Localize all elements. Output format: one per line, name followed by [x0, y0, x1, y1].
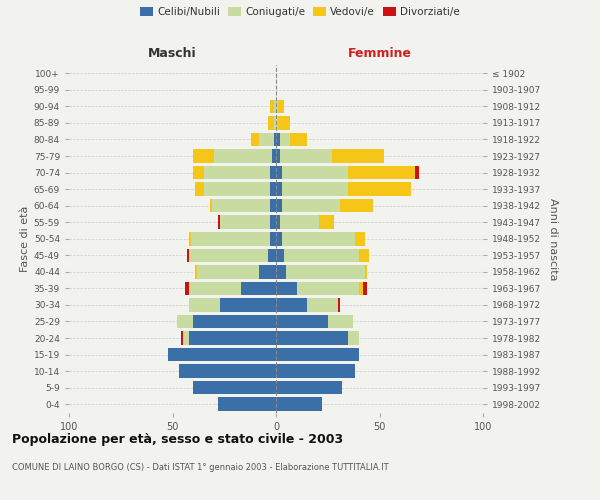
- Bar: [268, 116, 274, 130]
- Bar: [280, 149, 332, 163]
- Bar: [276, 282, 296, 295]
- Bar: [282, 232, 355, 245]
- Text: Popolazione per età, sesso e stato civile - 2003: Popolazione per età, sesso e stato civil…: [12, 432, 343, 446]
- Bar: [185, 282, 189, 295]
- Bar: [241, 282, 276, 295]
- Bar: [276, 116, 278, 130]
- Bar: [203, 182, 270, 196]
- Bar: [276, 199, 282, 212]
- Bar: [210, 199, 212, 212]
- Bar: [212, 199, 270, 212]
- Bar: [189, 332, 276, 345]
- Bar: [193, 381, 276, 394]
- Bar: [259, 265, 276, 278]
- Bar: [251, 132, 259, 146]
- Bar: [290, 132, 307, 146]
- Bar: [307, 298, 338, 312]
- Bar: [282, 199, 340, 212]
- Bar: [276, 265, 286, 278]
- Y-axis label: Anni di nascita: Anni di nascita: [548, 198, 558, 280]
- Bar: [270, 166, 276, 179]
- Bar: [193, 314, 276, 328]
- Bar: [276, 182, 282, 196]
- Bar: [169, 348, 276, 362]
- Bar: [276, 132, 280, 146]
- Bar: [272, 149, 276, 163]
- Bar: [276, 348, 359, 362]
- Bar: [179, 364, 276, 378]
- Bar: [284, 248, 359, 262]
- Bar: [276, 398, 322, 411]
- Bar: [278, 116, 290, 130]
- Bar: [220, 298, 276, 312]
- Bar: [218, 398, 276, 411]
- Bar: [189, 232, 191, 245]
- Bar: [276, 166, 282, 179]
- Bar: [268, 248, 276, 262]
- Bar: [276, 149, 280, 163]
- Bar: [274, 116, 276, 130]
- Bar: [193, 166, 203, 179]
- Bar: [332, 149, 383, 163]
- Bar: [286, 265, 365, 278]
- Bar: [218, 216, 220, 229]
- Bar: [276, 332, 349, 345]
- Bar: [276, 248, 284, 262]
- Bar: [270, 100, 274, 113]
- Bar: [276, 100, 278, 113]
- Bar: [176, 314, 193, 328]
- Legend: Celibi/Nubili, Coniugati/e, Vedovi/e, Divorziati/e: Celibi/Nubili, Coniugati/e, Vedovi/e, Di…: [136, 2, 464, 21]
- Bar: [189, 282, 241, 295]
- Bar: [270, 199, 276, 212]
- Bar: [328, 314, 353, 328]
- Bar: [187, 248, 189, 262]
- Bar: [220, 216, 270, 229]
- Bar: [193, 149, 214, 163]
- Bar: [296, 282, 359, 295]
- Bar: [280, 216, 319, 229]
- Bar: [276, 298, 307, 312]
- Bar: [282, 166, 349, 179]
- Text: Femmine: Femmine: [347, 47, 412, 60]
- Bar: [359, 248, 369, 262]
- Bar: [214, 149, 272, 163]
- Bar: [274, 100, 276, 113]
- Text: COMUNE DI LAINO BORGO (CS) - Dati ISTAT 1° gennaio 2003 - Elaborazione TUTTITALI: COMUNE DI LAINO BORGO (CS) - Dati ISTAT …: [12, 462, 389, 471]
- Bar: [197, 265, 259, 278]
- Bar: [274, 132, 276, 146]
- Bar: [338, 298, 340, 312]
- Bar: [270, 182, 276, 196]
- Bar: [355, 232, 365, 245]
- Bar: [276, 364, 355, 378]
- Bar: [181, 332, 183, 345]
- Bar: [280, 132, 290, 146]
- Bar: [276, 232, 282, 245]
- Bar: [189, 298, 220, 312]
- Bar: [203, 166, 270, 179]
- Bar: [270, 232, 276, 245]
- Bar: [349, 332, 359, 345]
- Bar: [365, 265, 367, 278]
- Bar: [183, 332, 189, 345]
- Bar: [276, 314, 328, 328]
- Bar: [276, 216, 280, 229]
- Text: Maschi: Maschi: [148, 47, 197, 60]
- Bar: [191, 232, 270, 245]
- Bar: [189, 248, 268, 262]
- Y-axis label: Fasce di età: Fasce di età: [20, 206, 29, 272]
- Bar: [349, 182, 410, 196]
- Bar: [270, 216, 276, 229]
- Bar: [319, 216, 334, 229]
- Bar: [363, 282, 367, 295]
- Bar: [259, 132, 274, 146]
- Bar: [349, 166, 415, 179]
- Bar: [278, 100, 284, 113]
- Bar: [195, 265, 197, 278]
- Bar: [340, 199, 373, 212]
- Bar: [282, 182, 349, 196]
- Bar: [195, 182, 203, 196]
- Bar: [276, 381, 342, 394]
- Bar: [359, 282, 363, 295]
- Bar: [415, 166, 419, 179]
